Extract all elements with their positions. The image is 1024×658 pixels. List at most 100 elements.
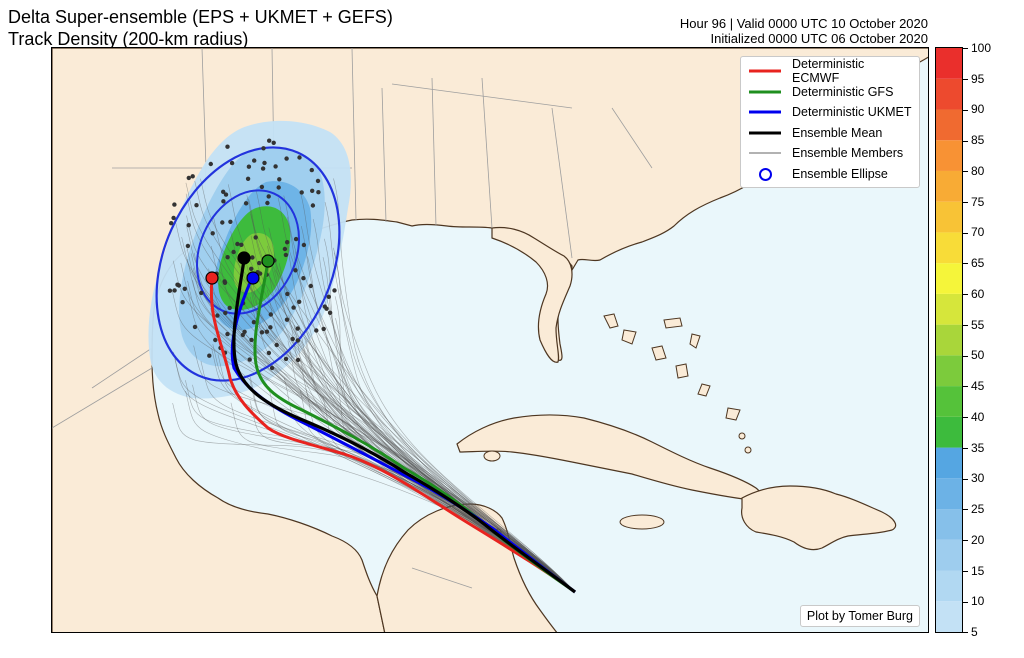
map-panel: Deterministic ECMWF Deterministic GFS Dete… — [51, 47, 929, 633]
ensemble-member-endpoint — [273, 164, 278, 169]
ensemble-member-track — [335, 361, 576, 593]
ensemble-member-endpoint — [225, 144, 230, 149]
isla-juventud — [483, 450, 501, 462]
jamaica — [619, 514, 665, 530]
colorbar-tick-label: 65 — [963, 257, 984, 269]
ensemble-member-endpoint — [221, 199, 226, 204]
ensemble-member-endpoint — [190, 174, 195, 179]
run-info: Hour 96 | Valid 0000 UTC 10 October 2020… — [680, 16, 928, 46]
ensemble-member-endpoint — [207, 353, 212, 358]
legend: Deterministic ECMWF Deterministic GFS Dete… — [740, 56, 920, 188]
colorbar-bin — [936, 447, 962, 479]
legend-line-swatch — [747, 127, 783, 139]
ensemble-member-endpoint — [293, 268, 298, 273]
ensemble-member-endpoint — [310, 203, 316, 208]
ensemble-member-endpoint — [221, 189, 226, 194]
ensemble-member-endpoint — [213, 337, 218, 343]
ensemble-member-track — [298, 325, 576, 593]
ensemble-member-endpoint — [172, 202, 177, 207]
colorbar-tick-label: 30 — [963, 472, 984, 484]
ensemble-member-endpoint — [249, 266, 254, 271]
colorbar-tick-label: 70 — [963, 226, 984, 238]
ensemble-member-endpoint — [297, 155, 302, 160]
ensemble-member-endpoint — [327, 310, 333, 315]
colorbar-bin — [936, 170, 962, 202]
colorbar-tick-label: 55 — [963, 319, 984, 331]
ensemble-member-endpoint — [282, 246, 288, 252]
bahamas — [603, 313, 741, 421]
ensemble-member-track — [268, 388, 576, 593]
ensemble-member-endpoint — [194, 203, 199, 208]
ensemble-member-endpoint — [176, 283, 182, 288]
ensemble-member-endpoint — [266, 194, 271, 199]
ensemble-member-track — [277, 197, 576, 593]
ensemble-member-endpoint — [324, 306, 329, 311]
colorbar-tick-label: 10 — [963, 595, 984, 607]
map-svg — [52, 48, 928, 632]
ensemble-member-track — [312, 218, 576, 593]
ensemble-member-endpoint — [229, 160, 235, 166]
ensemble-member-endpoint — [295, 326, 300, 331]
ensemble-member-endpoint — [308, 283, 313, 289]
ecmwf-endpoint — [205, 271, 219, 285]
ensemble-member-endpoints — [167, 138, 337, 371]
ensemble-member-endpoint — [260, 166, 266, 171]
legend-label: Ensemble Ellipse — [792, 166, 888, 181]
ensemble-member-endpoint — [215, 313, 220, 318]
ensemble-member-endpoint — [186, 223, 191, 228]
ensemble-member-endpoint — [245, 176, 251, 181]
legend-label: Deterministic GFS — [792, 84, 894, 99]
ensemble-member-endpoint — [284, 317, 290, 322]
ensemble-member-endpoint — [261, 146, 266, 151]
island-small-1 — [738, 432, 746, 440]
legend-ring-swatch — [747, 167, 783, 181]
ensemble-member-endpoint — [222, 280, 228, 285]
colorbar-bin — [936, 109, 962, 141]
ensemble-member-endpoint — [180, 300, 185, 305]
ensemble-member-endpoint — [290, 336, 295, 342]
legend-item: Ensemble Mean — [747, 123, 913, 144]
ensemble-member-endpoint — [171, 215, 176, 221]
colorbar-tick-label: 20 — [963, 534, 984, 546]
ensemble-member-endpoint — [326, 294, 331, 299]
ensemble-member-endpoint — [208, 161, 213, 167]
ensemble-member-track — [230, 402, 576, 593]
colorbar-bin — [936, 293, 962, 325]
colorbar-svg — [936, 48, 962, 632]
legend-item: Deterministic GFS — [747, 82, 913, 103]
ensemble-member-track — [251, 279, 576, 593]
ensemble-member-endpoint — [252, 158, 257, 163]
ensemble-member-endpoint — [259, 184, 265, 190]
colorbar-bin — [936, 570, 962, 602]
ensemble-member-endpoint — [239, 242, 244, 247]
legend-label: Deterministic ECMWF — [792, 57, 865, 86]
ensemble-member-track — [174, 219, 576, 593]
ensemble-member-endpoint — [283, 356, 289, 362]
ensemble-member-track — [267, 245, 576, 593]
mean-endpoint — [237, 251, 251, 265]
legend-label: Ensemble Mean — [792, 125, 883, 140]
credit-label: Plot by Tomer Burg — [799, 605, 920, 627]
colorbar-tick-label: 40 — [963, 411, 984, 423]
ensemble-member-endpoint — [172, 288, 177, 293]
ensemble-member-endpoint — [182, 286, 187, 291]
legend-item: Ensemble Members — [747, 143, 913, 164]
ensemble-member-endpoint — [167, 288, 173, 293]
ensemble-member-track — [334, 296, 576, 593]
colorbar-bin — [936, 140, 962, 171]
ensemble-member-endpoint — [185, 243, 191, 249]
ensemble-member-endpoint — [276, 185, 281, 190]
ensemble-member-track — [208, 268, 576, 593]
colorbar-tick-label: 25 — [963, 503, 984, 515]
colorbar-bin — [936, 601, 962, 632]
ensemble-member-track — [324, 202, 576, 593]
colorbar-tick-label: 50 — [963, 349, 984, 361]
colorbar-bin — [936, 78, 962, 110]
ensemble-member-endpoint — [235, 241, 240, 247]
ensemble-member-endpoint — [259, 330, 265, 335]
ensemble-member-track — [249, 378, 576, 593]
ensemble-member-endpoint — [293, 236, 299, 242]
init-time: Initialized 0000 UTC 06 October 2020 — [710, 31, 928, 46]
ensemble-member-endpoint — [257, 260, 262, 266]
ensemble-member-track — [268, 227, 576, 593]
